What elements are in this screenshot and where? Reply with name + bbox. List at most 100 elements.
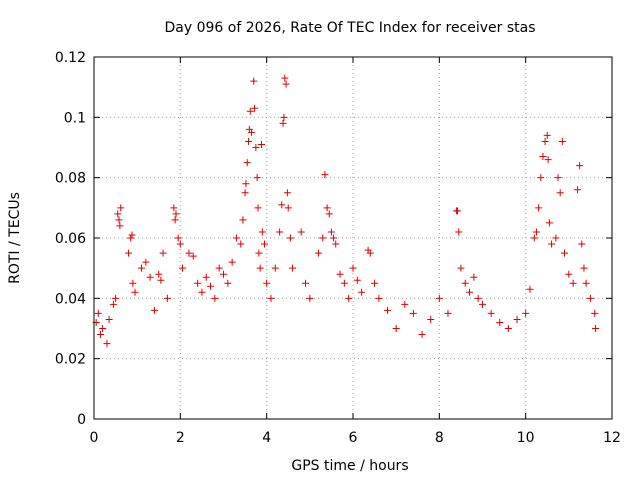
x-tick-label: 12: [603, 430, 621, 446]
x-axis-label: GPS time / hours: [291, 458, 408, 474]
data-point: [189, 252, 197, 260]
data-point: [159, 249, 167, 257]
data-point: [325, 210, 333, 218]
data-point: [252, 144, 260, 151]
data-point: [444, 309, 452, 317]
data-point: [401, 300, 409, 308]
data-point: [392, 325, 400, 332]
data-point: [582, 279, 590, 287]
data-point: [487, 309, 495, 317]
data-point: [278, 201, 286, 209]
data-point: [239, 216, 247, 224]
data-point: [261, 240, 269, 248]
x-tick-label: 0: [90, 430, 99, 446]
data-point: [336, 270, 344, 278]
data-point: [470, 273, 478, 281]
data-point: [384, 306, 392, 314]
y-tick-label: 0.02: [55, 352, 86, 368]
data-point: [128, 231, 136, 239]
data-point: [114, 210, 122, 218]
data-point: [157, 276, 165, 284]
data-point: [474, 294, 482, 302]
axis-ticks: 0 2 4 6 8 10 12 0 0.02 0.04 0.06 0.08 0.1 0.12: [55, 50, 621, 446]
data-point: [271, 264, 279, 272]
data-point: [280, 113, 288, 121]
data-point: [96, 331, 104, 339]
data-point: [284, 204, 292, 212]
data-point: [171, 216, 179, 224]
data-point: [155, 270, 163, 278]
data-point: [282, 80, 290, 88]
data-point: [552, 234, 560, 242]
data-point: [435, 294, 443, 302]
data-point: [137, 264, 145, 272]
data-point: [246, 107, 254, 115]
data-point: [228, 258, 236, 266]
data-point: [323, 204, 331, 212]
data-point: [224, 279, 232, 287]
data-points: [92, 74, 600, 348]
data-point: [319, 234, 327, 242]
data-point: [185, 249, 193, 257]
data-point: [556, 189, 564, 197]
data-point: [418, 331, 426, 339]
data-point: [105, 315, 113, 323]
data-point: [427, 315, 435, 323]
data-point: [554, 174, 562, 182]
data-point: [409, 309, 417, 317]
data-point: [194, 279, 202, 287]
data-point: [453, 207, 461, 215]
data-point: [250, 77, 258, 85]
data-point: [578, 240, 586, 248]
data-point: [115, 216, 123, 224]
data-point: [302, 279, 310, 287]
data-point: [174, 234, 182, 242]
data-point: [306, 294, 314, 302]
data-point: [245, 137, 253, 145]
data-point: [537, 174, 545, 182]
data-point: [172, 210, 180, 218]
data-point: [561, 249, 569, 257]
data-point: [539, 153, 547, 161]
data-point: [591, 309, 599, 317]
data-point: [112, 294, 120, 302]
data-point: [457, 264, 465, 272]
data-point: [256, 264, 264, 272]
x-tick-label: 6: [349, 430, 358, 446]
x-tick-label: 4: [262, 430, 271, 446]
data-point: [535, 204, 543, 212]
data-point: [211, 294, 219, 302]
data-point: [569, 279, 577, 287]
data-point: [116, 222, 124, 230]
data-point: [541, 137, 549, 145]
data-point: [146, 273, 154, 281]
data-point: [125, 249, 133, 257]
data-point: [117, 204, 125, 212]
data-point: [371, 279, 379, 287]
data-point: [522, 309, 530, 317]
data-point: [251, 104, 259, 112]
data-point: [513, 315, 521, 323]
data-point: [327, 228, 335, 236]
data-point: [258, 228, 266, 236]
data-point: [267, 294, 275, 302]
data-point: [461, 279, 469, 287]
data-point: [504, 325, 512, 332]
x-tick-label: 8: [435, 430, 444, 446]
data-point: [263, 279, 271, 287]
data-point: [558, 137, 566, 145]
data-point: [163, 294, 171, 302]
data-point: [543, 131, 551, 139]
data-point: [345, 294, 353, 302]
data-point: [544, 156, 552, 164]
data-point: [109, 300, 117, 308]
data-point: [580, 264, 588, 272]
data-point: [479, 300, 486, 308]
data-point: [131, 288, 139, 296]
data-point: [276, 228, 284, 236]
data-point: [586, 294, 594, 302]
data-point: [94, 309, 102, 317]
data-point: [281, 74, 289, 82]
data-point: [150, 306, 158, 314]
